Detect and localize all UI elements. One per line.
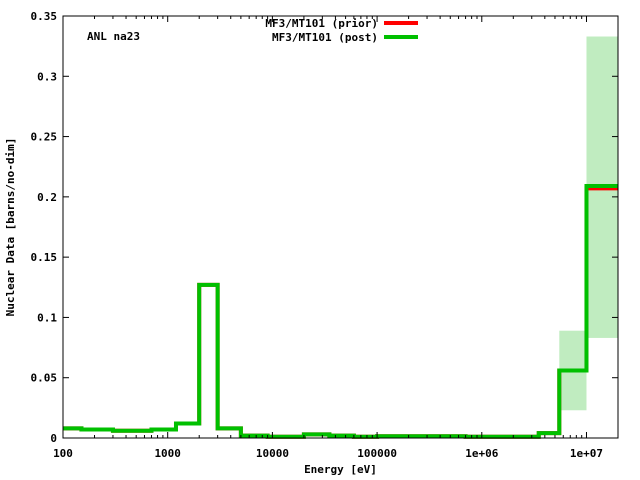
y-tick-label: 0.05	[31, 372, 58, 385]
x-axis-label: Energy [eV]	[304, 463, 377, 476]
x-tick-label: 100	[53, 447, 73, 460]
series-line-0	[63, 186, 618, 439]
legend-label: MF3/MT101 (post)	[272, 31, 378, 44]
y-tick-label: 0.1	[37, 311, 57, 324]
uncertainty-band-layer	[559, 36, 618, 411]
y-tick-label: 0.25	[31, 131, 58, 144]
legend-label: MF3/MT101 (prior)	[265, 17, 378, 30]
y-tick-label: 0.35	[31, 10, 58, 23]
y-tick-label: 0.2	[37, 191, 57, 204]
series-line-1	[63, 184, 618, 439]
annotation-label: ANL na23	[87, 30, 140, 43]
x-tick-label: 1e+07	[570, 447, 603, 460]
y-tick-label: 0	[50, 432, 57, 445]
y-tick-label: 0.15	[31, 251, 58, 264]
x-tick-label: 10000	[256, 447, 289, 460]
y-axis-label: Nuclear Data [barns/no-dim]	[4, 138, 17, 317]
x-tick-label: 1e+06	[465, 447, 498, 460]
legend: MF3/MT101 (prior)MF3/MT101 (post)	[265, 17, 418, 44]
tick-layer: 0 0.05 0.1 0.15 0.2 0.25 0.3 0.35 100 1000 10000 10…	[31, 10, 618, 460]
y-tick-label: 0.3	[37, 70, 57, 83]
plot-frame	[62, 15, 619, 439]
series-layer	[63, 184, 618, 439]
x-tick-label: 1000	[154, 447, 181, 460]
x-tick-label: 100000	[357, 447, 397, 460]
